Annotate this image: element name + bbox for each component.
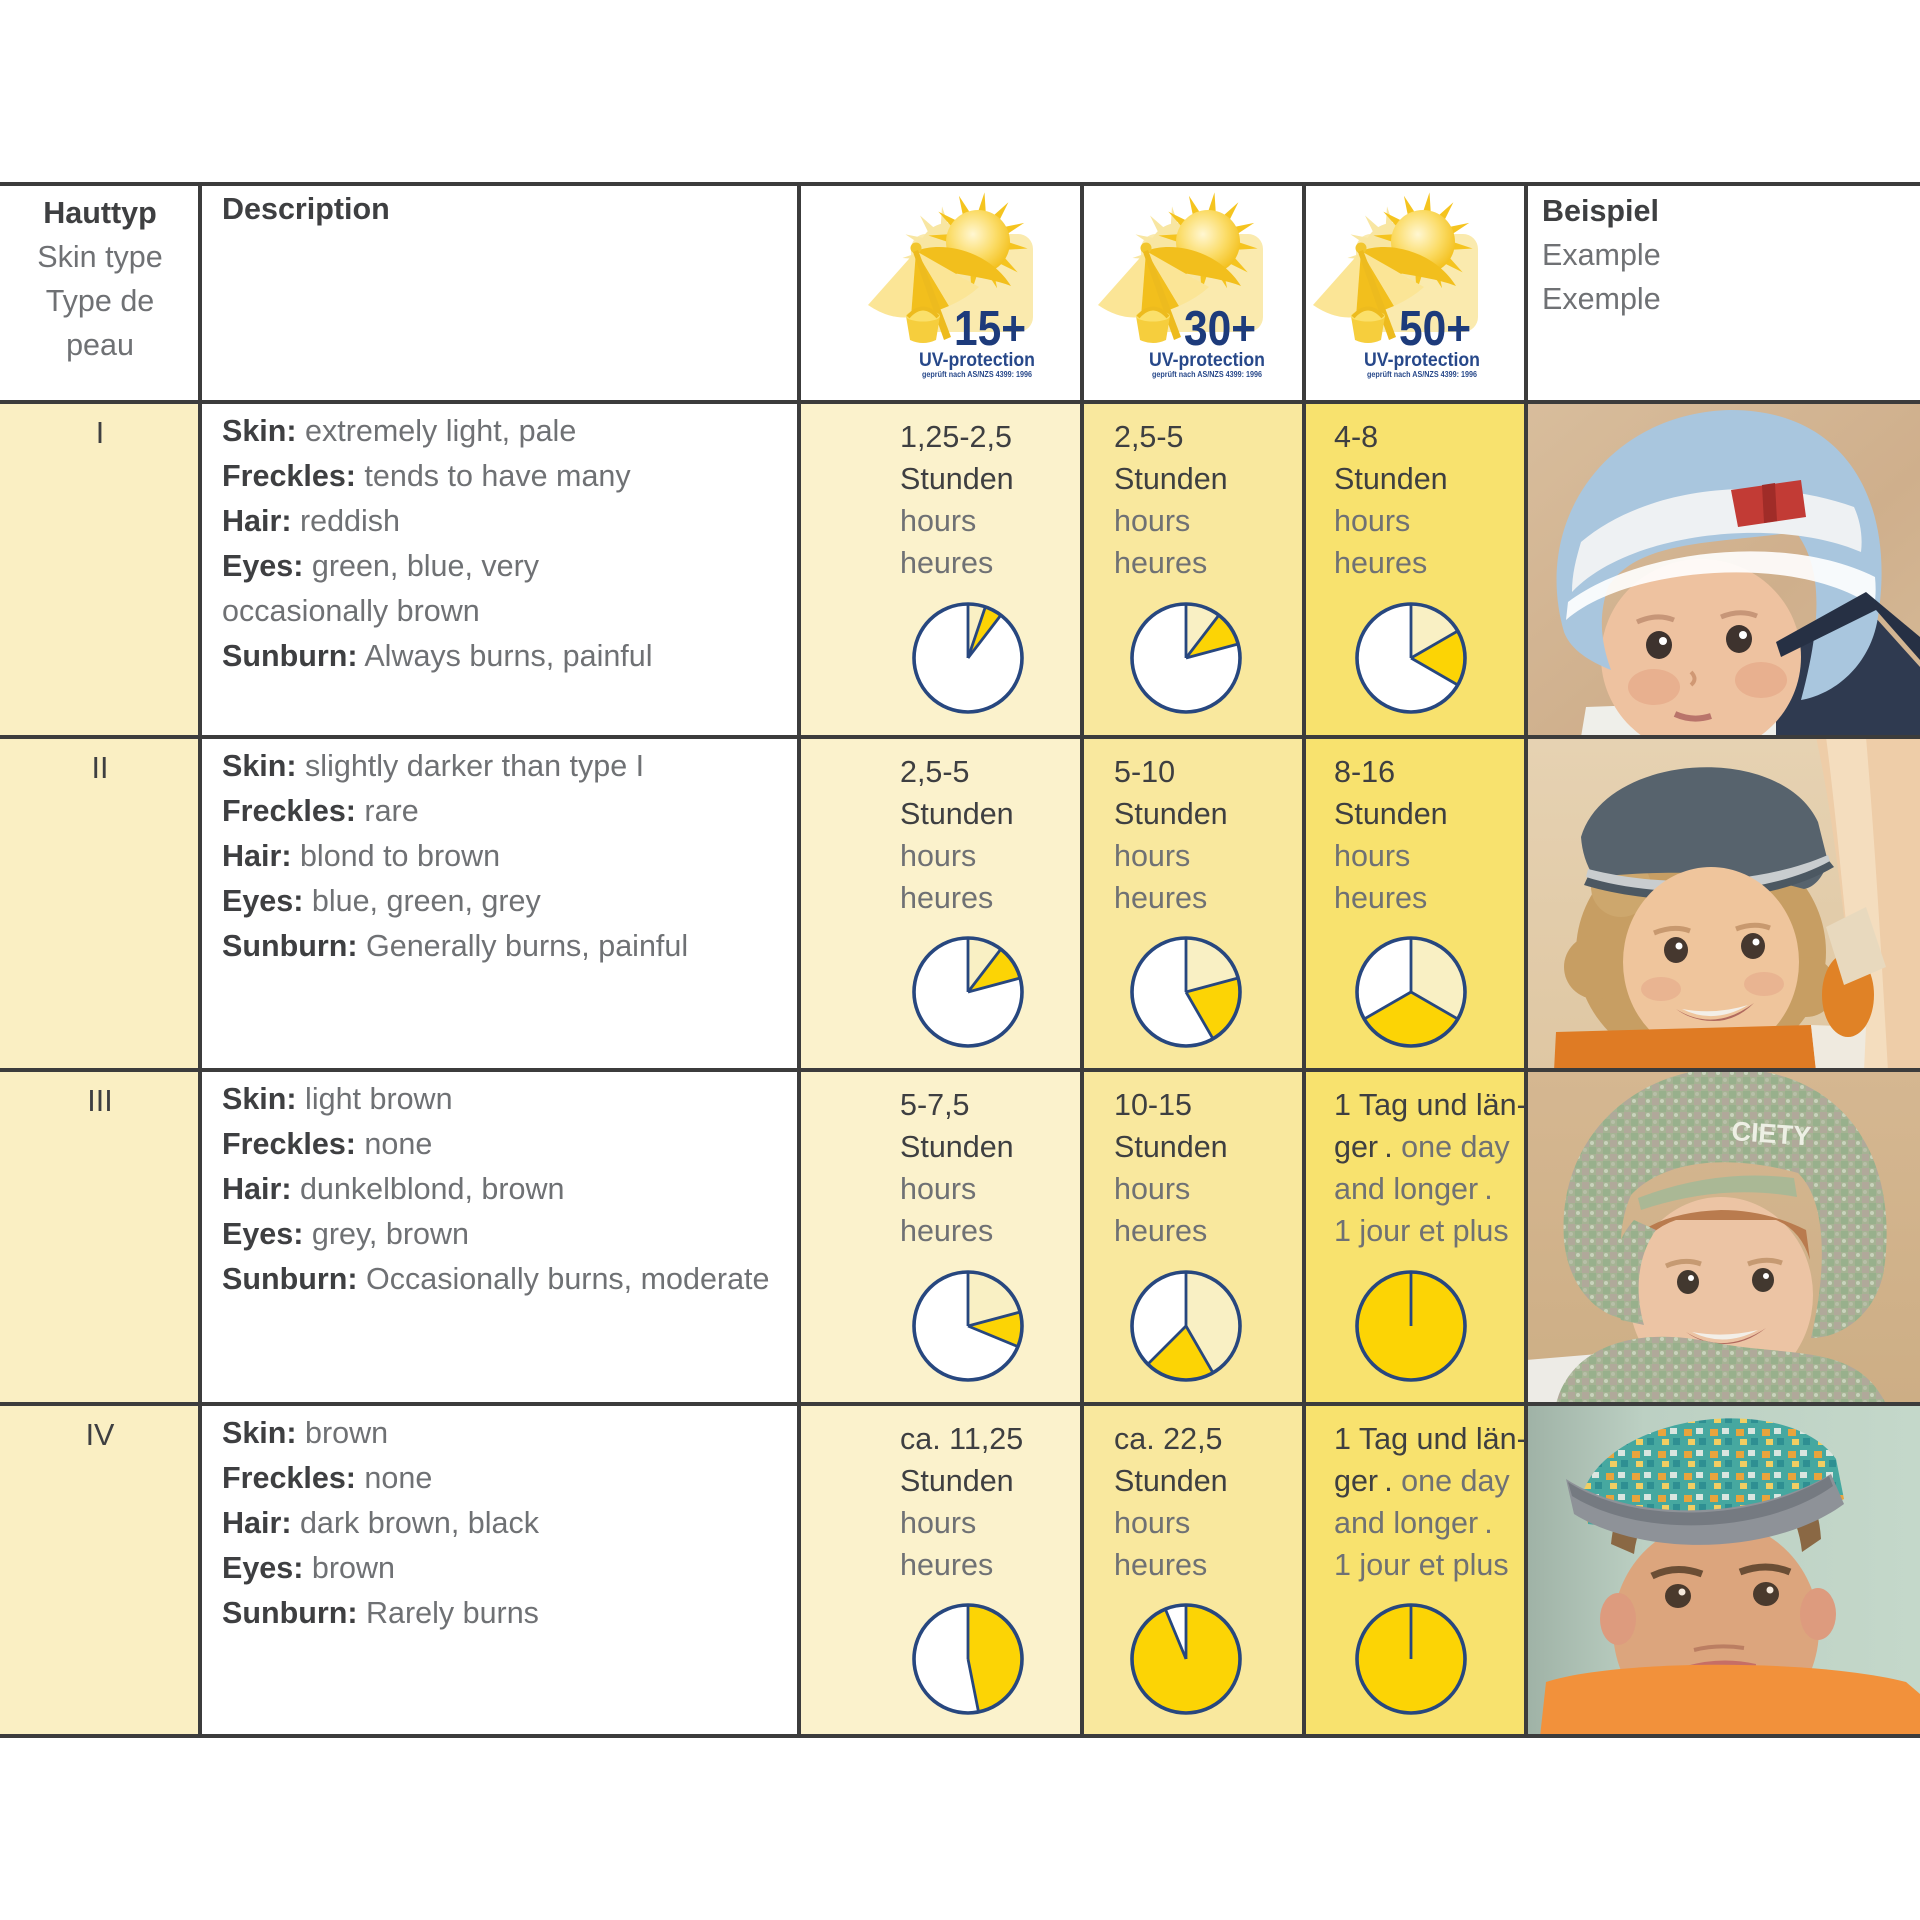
svg-text:50+: 50+ (1399, 302, 1471, 356)
svg-text:geprüft nach AS/NZS 4399: 1996: geprüft nach AS/NZS 4399: 1996 (922, 369, 1032, 379)
svg-text:15+: 15+ (954, 302, 1026, 356)
svg-text:geprüft nach AS/NZS 4399: 1996: geprüft nach AS/NZS 4399: 1996 (1367, 369, 1477, 379)
svg-text:geprüft nach AS/NZS 4399: 1996: geprüft nach AS/NZS 4399: 1996 (1152, 369, 1262, 379)
svg-text:UV-protection: UV-protection (1149, 349, 1265, 371)
svg-text:CIETY: CIETY (1731, 1116, 1812, 1151)
svg-text:UV-protection: UV-protection (1364, 349, 1480, 371)
svg-text:UV-protection: UV-protection (919, 349, 1035, 371)
svg-text:30+: 30+ (1184, 302, 1256, 356)
